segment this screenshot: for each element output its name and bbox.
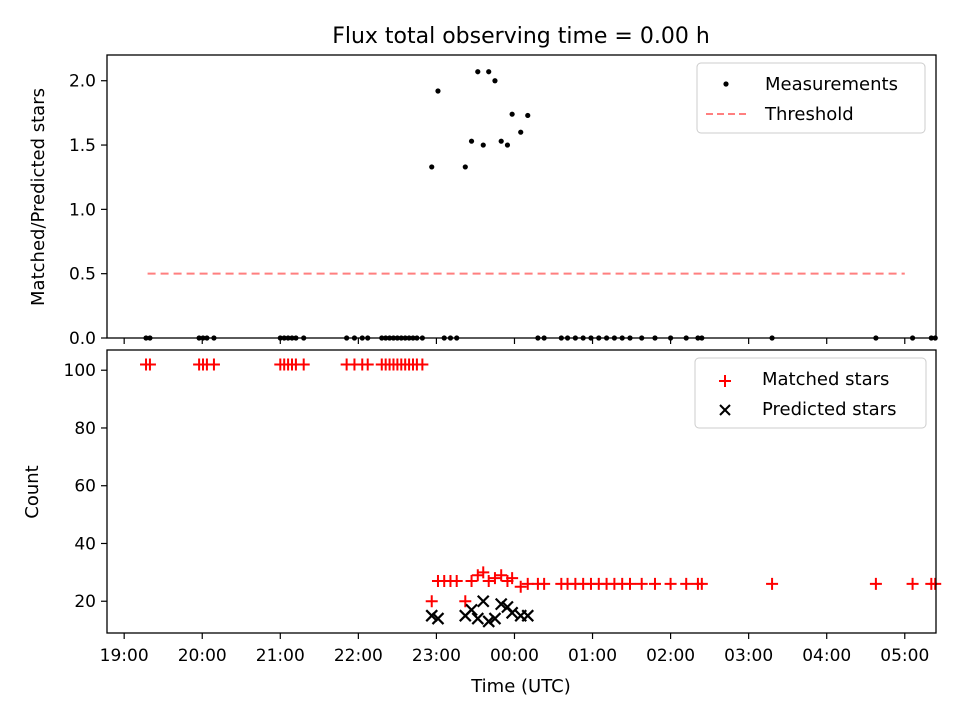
matched-star-point <box>471 569 484 582</box>
bottom-xtick-label: 05:00 <box>880 646 929 666</box>
matched-star-point <box>635 577 648 590</box>
measurement-point <box>518 129 524 135</box>
top-ytick-label: 0.0 <box>69 329 96 349</box>
measurement-point <box>435 88 441 94</box>
matched-star-point <box>477 566 490 579</box>
top-legend-box <box>696 62 926 134</box>
matched-star-point <box>482 575 495 588</box>
matched-star-point <box>521 577 534 590</box>
matched-star-point <box>538 577 551 590</box>
top-chart-title: Flux total observing time = 0.00 h <box>332 24 710 49</box>
matched-star-point <box>207 358 220 371</box>
bottom-xtick-label: 19:00 <box>100 646 149 666</box>
bottom-xtick-label: 23:00 <box>412 646 461 666</box>
matched-star-point <box>624 577 637 590</box>
matched-star-point <box>906 577 919 590</box>
predicted-star-point <box>425 609 439 622</box>
measurement-point <box>468 138 475 144</box>
predicted-star-point <box>521 609 535 622</box>
bottom-ytick-label: 20 <box>74 592 96 612</box>
bottom-axes: 19:00 20:00 21:00 22:00 23:00 00:00 01:00 02:00… <box>64 358 942 666</box>
matched-star-point <box>514 580 527 593</box>
matched-star-point <box>648 577 661 590</box>
bottom-ylabel: Count <box>22 465 43 518</box>
matched-star-point <box>488 572 501 585</box>
measurement-point <box>509 111 515 117</box>
measurement-point <box>492 78 498 84</box>
measurement-point <box>462 164 468 170</box>
bottom-xtick-label: 20:00 <box>178 646 227 666</box>
predicted-star-point <box>471 612 485 625</box>
bottom-xtick-label: 04:00 <box>802 646 851 666</box>
matched-star-point <box>297 358 310 371</box>
bottom-legend: Matched stars Predicted stars <box>694 357 927 429</box>
predicted-star-point <box>482 615 495 628</box>
bottom-xtick-label: 01:00 <box>568 646 617 666</box>
predicted-star-point <box>488 612 502 625</box>
matched-star-point <box>929 577 942 590</box>
matched-star-point <box>425 595 438 608</box>
legend-threshold-label: Threshold <box>764 104 854 125</box>
predicted-star-point <box>476 594 490 608</box>
bottom-xtick-label: 21:00 <box>256 646 305 666</box>
legend-predicted-marker <box>719 404 731 416</box>
matched-star-point <box>680 577 693 590</box>
top-ylabel: Matched/Predicted stars <box>28 88 49 306</box>
predicted-star-point <box>465 603 478 617</box>
legend-matched-label: Matched stars <box>762 369 889 390</box>
measurement-point <box>504 142 511 148</box>
bottom-xtick-label: 00:00 <box>490 646 539 666</box>
measurement-point <box>498 138 504 144</box>
measurement-point <box>480 142 486 148</box>
matched-star-point <box>416 358 429 371</box>
top-ytick-label: 1.0 <box>69 200 96 220</box>
bottom-legend-box <box>694 357 927 429</box>
top-ytick-label: 0.5 <box>69 265 96 285</box>
legend-measurements-marker <box>723 81 729 87</box>
matched-star-point <box>869 577 882 590</box>
legend-predicted-label: Predicted stars <box>762 399 896 420</box>
bottom-xtick-label: 02:00 <box>646 646 695 666</box>
top-plot-frame <box>106 54 937 339</box>
matched-star-point <box>766 577 779 590</box>
predicted-star-point <box>494 597 508 611</box>
measurement-point <box>525 112 531 119</box>
matched-star-point <box>495 569 508 582</box>
matched-star-point <box>506 572 519 585</box>
matched-star-point <box>361 358 374 371</box>
measurement-point <box>429 164 435 170</box>
bottom-ytick-label: 40 <box>74 534 96 554</box>
matched-star-point <box>695 577 708 590</box>
matched-star-point <box>459 595 472 608</box>
bottom-ytick-label: 80 <box>74 419 96 439</box>
legend-measurements-label: Measurements <box>765 74 898 95</box>
predicted-star-point <box>431 612 445 625</box>
predicted-star-point <box>505 606 519 620</box>
top-ytick-label: 2.0 <box>69 72 96 92</box>
bottom-plot-frame <box>106 349 937 634</box>
matched-star-point <box>465 575 478 588</box>
bottom-xtick-label: 22:00 <box>334 646 383 666</box>
measurement-point <box>475 69 481 75</box>
matched-star-point <box>450 575 463 588</box>
bottom-xtick-label: 03:00 <box>724 646 773 666</box>
matched-star-point <box>664 577 677 590</box>
measurement-point <box>486 69 492 75</box>
bottom-xlabel: Time (UTC) <box>470 676 571 697</box>
top-legend: Measurements Threshold <box>696 62 926 134</box>
bottom-ytick-label: 60 <box>74 477 96 497</box>
top-ytick-label: 1.5 <box>69 136 96 156</box>
bottom-ytick-label: 100 <box>64 361 96 381</box>
matched-star-point <box>143 358 156 371</box>
legend-matched-marker <box>719 375 731 387</box>
